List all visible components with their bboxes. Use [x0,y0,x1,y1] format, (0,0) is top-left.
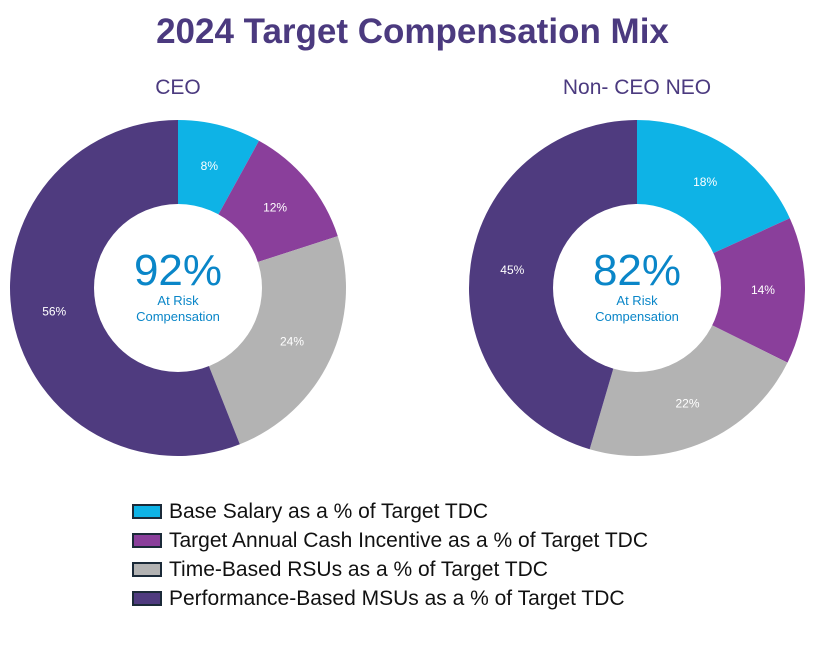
data-label: 22% [676,396,700,410]
legend-label: Target Annual Cash Incentive as a % of T… [169,528,648,552]
donut-hole [94,204,262,372]
chart-title: 2024 Target Compensation Mix [156,12,669,51]
center-label: Compensation [595,309,679,324]
data-label: 14% [751,283,775,297]
data-label: 8% [201,159,219,173]
donut-hole [553,204,721,372]
donut-slice [469,120,637,450]
center-value: 92% [134,246,222,295]
center-label: At Risk [616,293,658,308]
data-label: 45% [500,263,524,277]
legend-swatch [132,504,162,519]
data-label: 24% [280,335,304,349]
legend-item-cash-incentive: Target Annual Cash Incentive as a % of T… [132,526,648,555]
legend-label: Base Salary as a % of Target TDC [169,499,489,523]
legend-label: Time-Based RSUs as a % of Target TDC [169,557,548,581]
center-value: 82% [593,246,681,295]
legend-label: Performance-Based MSUs as a % of Target … [169,586,625,610]
legend: Base Salary as a % of Target TDC Target … [132,497,648,613]
data-label: 56% [42,305,66,319]
legend-item-base-salary: Base Salary as a % of Target TDC [132,497,648,526]
legend-swatch [132,562,162,577]
data-label: 12% [263,201,287,215]
center-label: Compensation [136,309,220,324]
donut-slice [637,218,805,363]
neo-chart-title: Non- CEO NEO [562,76,712,99]
legend-item-msus: Performance-Based MSUs as a % of Target … [132,584,648,613]
ceo-chart-title: CEO [155,76,201,99]
data-label: 18% [693,175,717,189]
legend-item-rsus: Time-Based RSUs as a % of Target TDC [132,555,648,584]
legend-swatch [132,591,162,606]
center-label: At Risk [157,293,199,308]
legend-swatch [132,533,162,548]
